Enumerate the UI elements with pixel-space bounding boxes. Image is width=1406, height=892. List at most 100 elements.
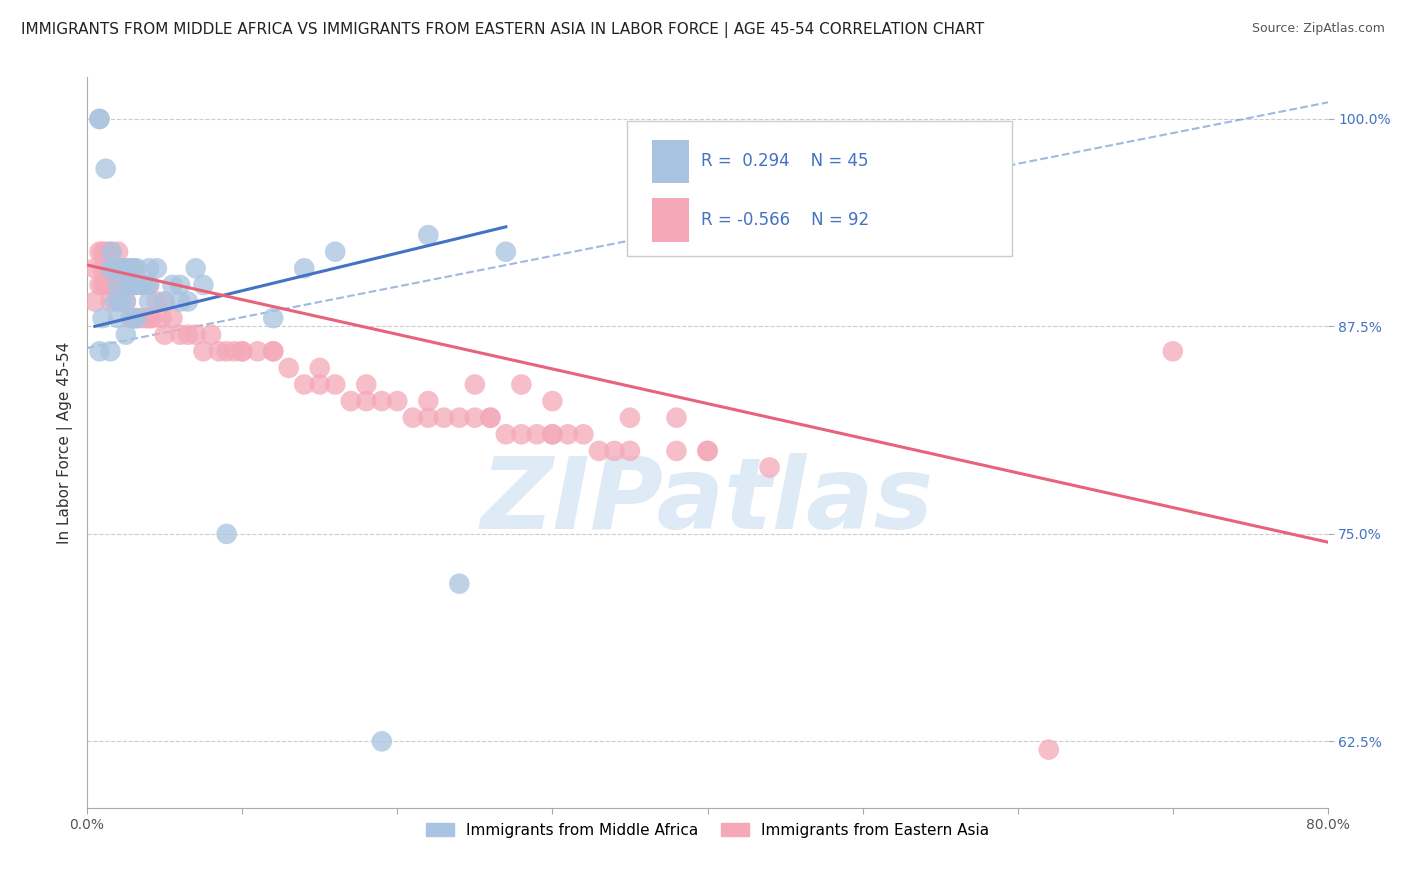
Point bbox=[665, 410, 688, 425]
Point bbox=[588, 443, 610, 458]
FancyBboxPatch shape bbox=[627, 121, 1011, 256]
Point bbox=[200, 327, 222, 342]
Point bbox=[83, 294, 105, 309]
FancyBboxPatch shape bbox=[651, 139, 689, 184]
Point bbox=[125, 311, 148, 326]
FancyBboxPatch shape bbox=[651, 198, 689, 242]
Point bbox=[104, 294, 127, 309]
Point bbox=[98, 294, 121, 309]
Point bbox=[125, 277, 148, 292]
Point bbox=[262, 344, 284, 359]
Point bbox=[526, 427, 548, 442]
Point bbox=[246, 344, 269, 359]
Point bbox=[122, 261, 145, 276]
Point bbox=[169, 294, 191, 309]
Point bbox=[138, 277, 160, 292]
Point bbox=[169, 277, 191, 292]
Point bbox=[215, 344, 238, 359]
Point bbox=[418, 410, 440, 425]
Point bbox=[107, 311, 129, 326]
Point bbox=[1038, 742, 1060, 756]
Point bbox=[89, 112, 111, 126]
Point bbox=[323, 377, 346, 392]
Point bbox=[418, 228, 440, 243]
Point bbox=[138, 294, 160, 309]
Point bbox=[122, 261, 145, 276]
Point bbox=[339, 394, 361, 409]
Point bbox=[125, 261, 148, 276]
Point bbox=[131, 277, 153, 292]
Point bbox=[1161, 344, 1184, 359]
Point bbox=[120, 277, 142, 292]
Point bbox=[308, 360, 330, 375]
Point bbox=[153, 294, 176, 309]
Point bbox=[115, 294, 138, 309]
Point bbox=[91, 277, 114, 292]
Point bbox=[146, 294, 169, 309]
Point bbox=[146, 261, 169, 276]
Point bbox=[169, 327, 191, 342]
Point bbox=[495, 244, 517, 259]
Point bbox=[356, 394, 378, 409]
Point bbox=[98, 261, 121, 276]
Point bbox=[193, 344, 215, 359]
Point bbox=[262, 311, 284, 326]
Point bbox=[89, 344, 111, 359]
Point bbox=[91, 261, 114, 276]
Point bbox=[115, 327, 138, 342]
Point bbox=[120, 311, 142, 326]
Point bbox=[141, 311, 163, 326]
Point bbox=[619, 410, 641, 425]
Point bbox=[91, 244, 114, 259]
Point bbox=[387, 394, 409, 409]
Point bbox=[104, 261, 127, 276]
Point bbox=[696, 443, 718, 458]
Point bbox=[449, 576, 471, 591]
Point bbox=[541, 427, 564, 442]
Point bbox=[177, 327, 200, 342]
Point bbox=[89, 112, 111, 126]
Point bbox=[107, 244, 129, 259]
Point bbox=[89, 244, 111, 259]
Point bbox=[135, 311, 157, 326]
Point bbox=[402, 410, 425, 425]
Point bbox=[418, 394, 440, 409]
Point bbox=[115, 294, 138, 309]
Point bbox=[110, 294, 132, 309]
Text: IMMIGRANTS FROM MIDDLE AFRICA VS IMMIGRANTS FROM EASTERN ASIA IN LABOR FORCE | A: IMMIGRANTS FROM MIDDLE AFRICA VS IMMIGRA… bbox=[21, 22, 984, 38]
Point bbox=[153, 294, 176, 309]
Point bbox=[277, 360, 299, 375]
Point bbox=[162, 311, 184, 326]
Point bbox=[91, 311, 114, 326]
Point bbox=[83, 261, 105, 276]
Point bbox=[122, 277, 145, 292]
Point bbox=[292, 261, 315, 276]
Point bbox=[131, 311, 153, 326]
Point bbox=[356, 377, 378, 392]
Point bbox=[262, 344, 284, 359]
Point bbox=[758, 460, 780, 475]
Point bbox=[98, 244, 121, 259]
Point bbox=[107, 294, 129, 309]
Point bbox=[495, 427, 517, 442]
Point bbox=[101, 244, 124, 259]
Point bbox=[510, 427, 533, 442]
Point bbox=[138, 261, 160, 276]
Point bbox=[94, 277, 117, 292]
Point bbox=[449, 410, 471, 425]
Point bbox=[619, 443, 641, 458]
Point bbox=[464, 377, 486, 392]
Point bbox=[118, 277, 141, 292]
Point bbox=[153, 327, 176, 342]
Point bbox=[215, 527, 238, 541]
Point bbox=[208, 344, 231, 359]
Point bbox=[122, 311, 145, 326]
Point bbox=[118, 261, 141, 276]
Point bbox=[138, 311, 160, 326]
Text: R =  0.294    N = 45: R = 0.294 N = 45 bbox=[702, 153, 869, 170]
Point bbox=[98, 261, 121, 276]
Point bbox=[125, 311, 148, 326]
Point bbox=[231, 344, 253, 359]
Point bbox=[193, 277, 215, 292]
Point bbox=[323, 244, 346, 259]
